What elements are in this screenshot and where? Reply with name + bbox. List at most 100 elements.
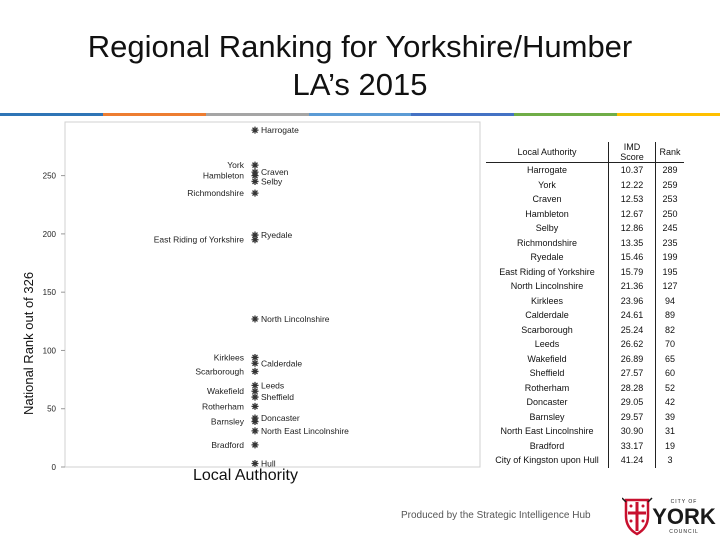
cell-imd-score: 30.90 — [608, 424, 656, 439]
table-row: Craven 12.53 253 — [486, 192, 684, 207]
accent-bar — [0, 113, 720, 116]
cell-imd-score: 21.36 — [608, 279, 656, 294]
y-tick-label: 100 — [43, 346, 57, 355]
cell-imd-score: 27.57 — [608, 366, 656, 381]
cell-imd-score: 29.05 — [608, 395, 656, 410]
accent-segment — [205, 113, 309, 116]
table-row: York 12.22 259 — [486, 177, 684, 192]
cell-rank: 31 — [664, 426, 675, 437]
data-point — [251, 393, 259, 401]
cell-rank: 259 — [662, 179, 678, 190]
point-label: North Lincolnshire — [261, 314, 330, 324]
cell-imd-score: 12.67 — [608, 206, 656, 221]
point-label: Rotherham — [202, 401, 244, 411]
cell-imd-score: 13.35 — [608, 235, 656, 250]
point-label: Hull — [261, 459, 276, 469]
point-label: Craven — [261, 167, 289, 177]
point-label: Ryedale — [261, 230, 292, 240]
data-point — [251, 315, 259, 323]
point-label: Harrogate — [261, 125, 299, 135]
table-row: Ryedale 15.46 199 — [486, 250, 684, 265]
cell-imd-score: 28.28 — [608, 380, 656, 395]
table-row: Doncaster 29.05 42 — [486, 395, 684, 410]
data-point — [251, 353, 259, 361]
data-point — [251, 236, 259, 244]
data-point — [251, 189, 259, 197]
cell-rank: 195 — [662, 266, 678, 277]
cell-rank: 253 — [662, 194, 678, 205]
data-point — [251, 177, 259, 185]
accent-segment — [102, 113, 206, 116]
point-label: Barnsley — [211, 417, 245, 427]
cell-rank: 245 — [662, 223, 678, 234]
cell-rank: 199 — [662, 252, 678, 263]
cell-authority: North Lincolnshire — [486, 279, 609, 294]
table-row: Bradford 33.17 19 — [486, 438, 684, 453]
table-row: Hambleton 12.67 250 — [486, 206, 684, 221]
logo-bottom-text: COUNCIL — [669, 529, 699, 535]
table-row: Richmondshire 13.35 235 — [486, 235, 684, 250]
cell-imd-score: 12.22 — [608, 177, 656, 192]
cell-rank: 19 — [664, 440, 675, 451]
data-point — [251, 418, 259, 426]
cell-authority: Calderdale — [486, 308, 609, 323]
point-label: York — [227, 160, 244, 170]
table-row: City of Kingston upon Hull 41.24 3 — [486, 453, 684, 468]
cell-imd-score: 12.86 — [608, 221, 656, 236]
city-of-york-council-logo: CITY OF YORK COUNCIL — [622, 497, 716, 536]
table-row: North East Lincolnshire 30.90 31 — [486, 424, 684, 439]
cell-rank: 94 — [664, 295, 675, 306]
cell-imd-score: 26.89 — [608, 351, 656, 366]
accent-segment — [617, 113, 720, 116]
cell-authority: Hambleton — [486, 206, 609, 221]
accent-segment — [0, 113, 103, 116]
data-point — [251, 126, 259, 134]
cell-authority: Kirklees — [486, 293, 609, 308]
point-label: North East Lincolnshire — [261, 426, 349, 436]
table-row: Scarborough 25.24 82 — [486, 322, 684, 337]
cell-rank: 289 — [662, 165, 678, 176]
point-label: Scarborough — [195, 366, 244, 376]
cell-imd-score: 29.57 — [608, 409, 656, 424]
point-label: Leeds — [261, 380, 284, 390]
cell-imd-score: 24.61 — [608, 308, 656, 323]
cell-authority: Doncaster — [486, 395, 609, 410]
cell-authority: Ryedale — [486, 250, 609, 265]
cell-rank: 65 — [664, 353, 675, 364]
cell-authority: Bradford — [486, 438, 609, 453]
table-header-row: Local Authority IMD Score Rank — [486, 142, 684, 163]
cell-rank: 52 — [664, 382, 675, 393]
point-label: Hambleton — [203, 171, 244, 181]
cell-rank: 89 — [664, 310, 675, 321]
ranking-table: Local Authority IMD Score Rank Harrogate… — [486, 142, 684, 468]
footer-credit: Produced by the Strategic Intelligence H… — [401, 510, 591, 521]
cell-imd-score: 15.46 — [608, 250, 656, 265]
table-row: North Lincolnshire 21.36 127 — [486, 279, 684, 294]
accent-segment — [411, 113, 515, 116]
table-row: Harrogate 10.37 289 — [486, 162, 684, 178]
y-tick-label: 250 — [43, 172, 57, 181]
table-row: Sheffield 27.57 60 — [486, 366, 684, 381]
cell-rank: 82 — [664, 324, 675, 335]
cell-rank: 127 — [662, 281, 678, 292]
cell-imd-score: 10.37 — [608, 162, 656, 178]
cell-authority: Leeds — [486, 337, 609, 352]
data-point — [251, 402, 259, 410]
cell-authority: York — [486, 177, 609, 192]
cell-imd-score: 25.24 — [608, 322, 656, 337]
plot-area-border — [64, 121, 481, 468]
cell-authority: East Riding of Yorkshire — [486, 264, 609, 279]
cell-authority: City of Kingston upon Hull — [486, 453, 609, 468]
cell-rank: 42 — [664, 397, 675, 408]
data-point — [251, 161, 259, 169]
table-row: Selby 12.86 245 — [486, 221, 684, 236]
point-label: Sheffield — [261, 392, 294, 402]
point-label: Bradford — [211, 440, 244, 450]
data-point — [251, 367, 259, 375]
data-point — [251, 427, 259, 435]
data-point — [251, 172, 259, 180]
point-label: Wakefield — [207, 386, 244, 396]
logo-top-text: CITY OF — [671, 499, 698, 505]
cell-imd-score: 15.79 — [608, 264, 656, 279]
